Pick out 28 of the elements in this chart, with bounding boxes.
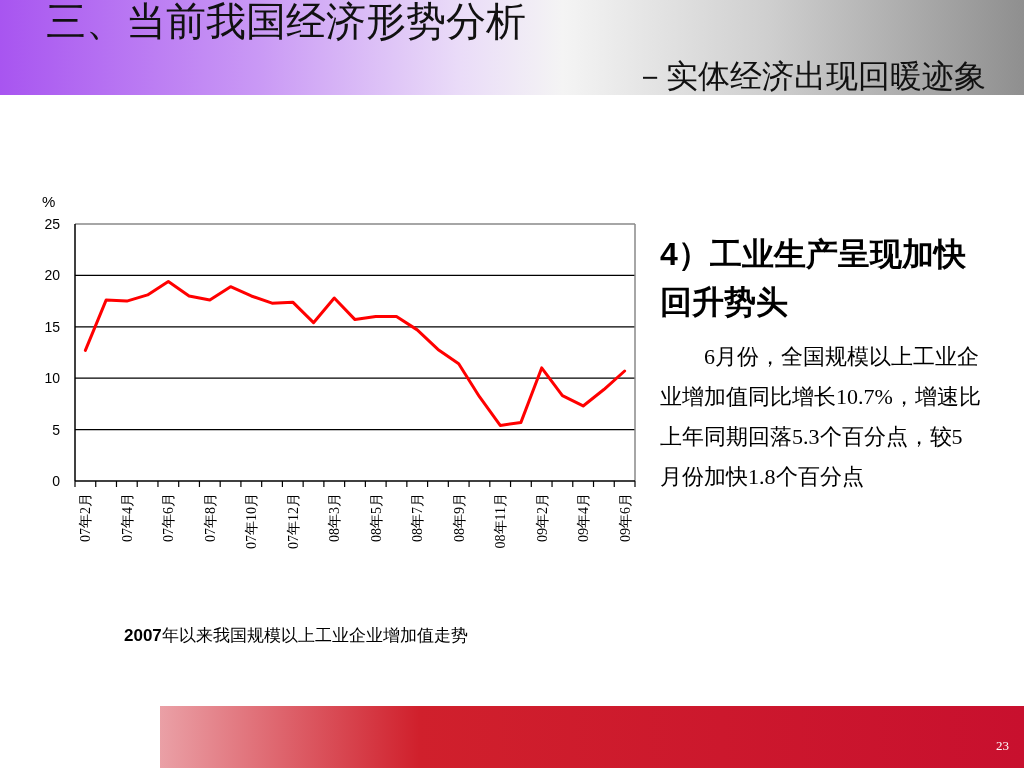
x-tick-label: 09年2月 — [534, 493, 550, 542]
line-series — [83, 280, 627, 427]
text: 2007年以来我国规模以上工业企业增加值走势 — [124, 625, 468, 647]
x-tick-label: 07年8月 — [202, 493, 218, 542]
y-tick-label: 0 — [52, 473, 61, 489]
x-tick-label: 08年11月 — [493, 493, 509, 549]
text: 6月份，全国规模以上工业企业增加值同比增长10.7%，增速比上年同期回落5.3个百分点，较5月份加快1.8个百分点 — [660, 343, 982, 491]
text: 23 — [996, 738, 1009, 754]
x-tick-label: 08年3月 — [327, 493, 343, 542]
x-tick-label: 07年4月 — [119, 493, 135, 542]
x-tick-label: 09年4月 — [576, 493, 592, 542]
y-tick-label: 25 — [44, 216, 61, 232]
y-tick-label: 10 — [44, 370, 61, 387]
text: 4）工业生产呈现加快回升势头 — [660, 235, 967, 322]
x-tick-label: 08年7月 — [410, 493, 426, 542]
x-tick-label: 07年2月 — [78, 493, 94, 542]
x-tick-label: 09年6月 — [617, 493, 633, 542]
chart-title: 三、当前我国经济形势分析 — [46, 0, 526, 45]
text: －实体经济出现回暖迹象 — [634, 57, 986, 96]
y-tick-label: 20 — [44, 267, 61, 284]
x-tick-label: 07年6月 — [161, 493, 177, 542]
x-tick-label: 07年10月 — [244, 493, 260, 549]
x-tick-label: 08年9月 — [451, 493, 467, 542]
y-tick-label: 15 — [44, 318, 61, 335]
y-tick-label: 5 — [52, 421, 61, 438]
x-tick-label: 08年5月 — [368, 493, 384, 542]
x-tick-label: 07年12月 — [285, 493, 301, 549]
y-axis-title: % — [42, 193, 56, 210]
